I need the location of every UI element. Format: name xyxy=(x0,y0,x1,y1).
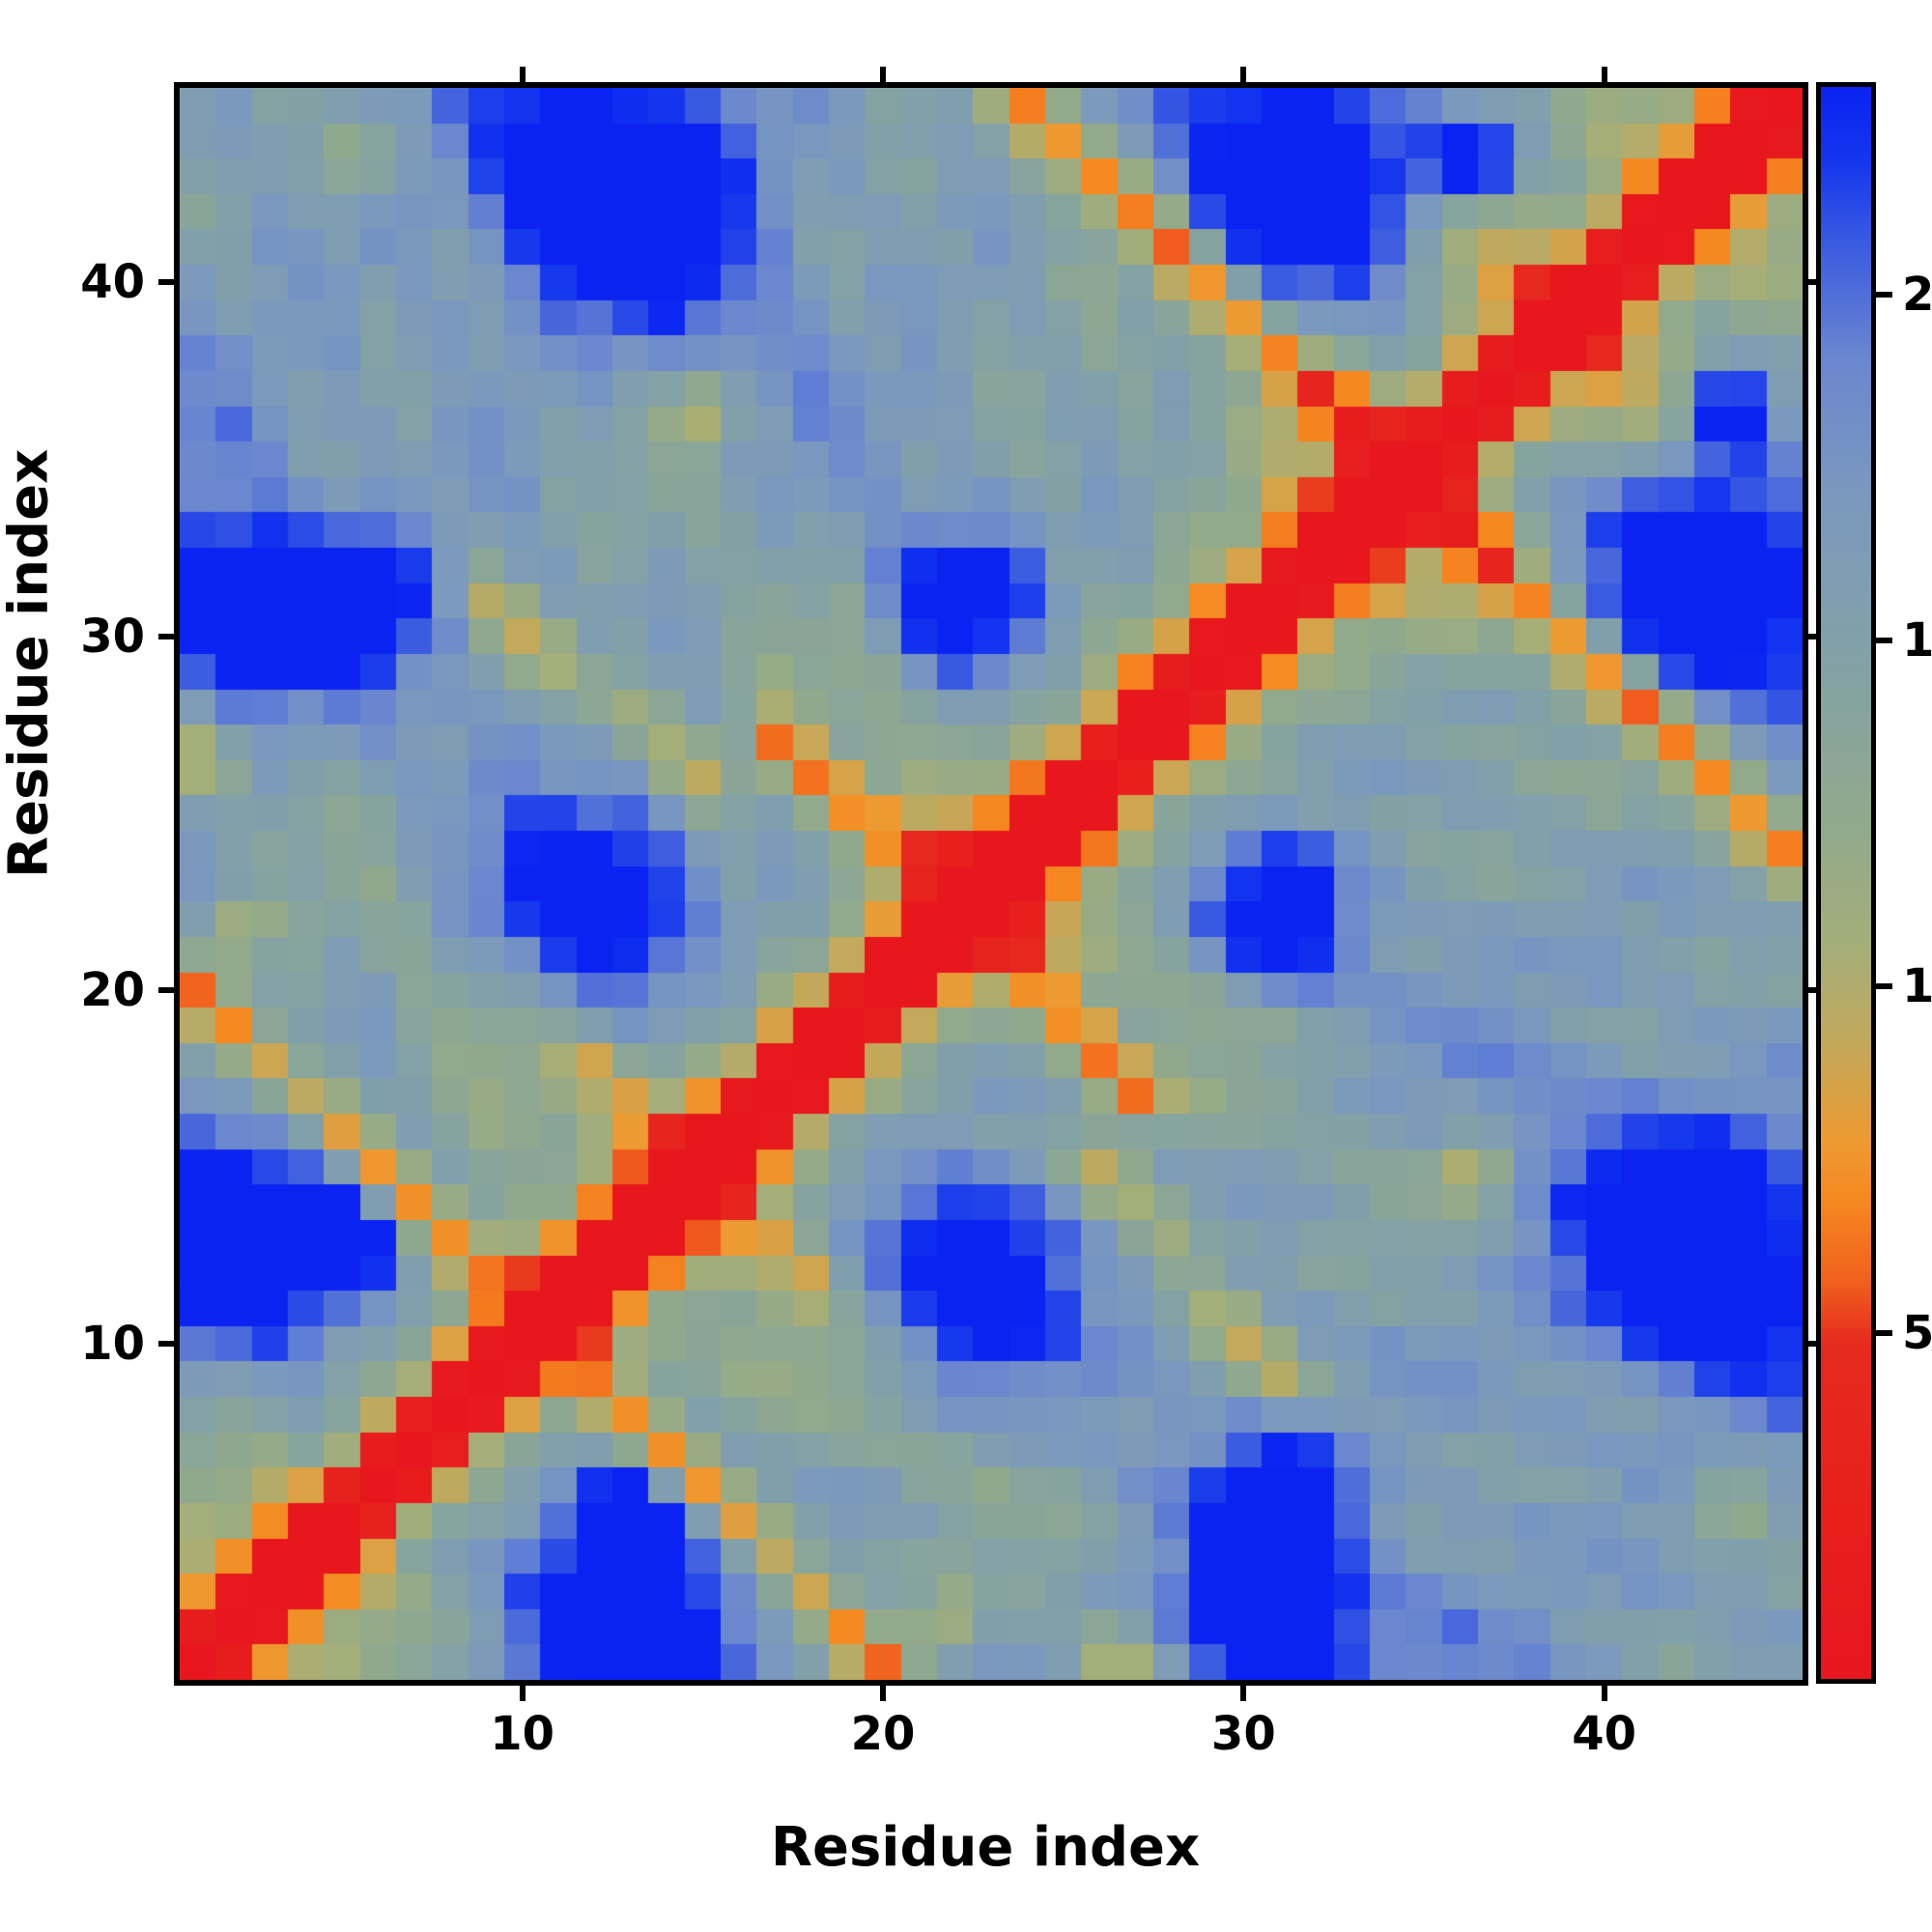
x-tick-mark xyxy=(879,1680,886,1701)
colorbar-canvas xyxy=(1821,87,1871,1679)
heatmap-canvas xyxy=(180,88,1803,1680)
heatmap-panel: 10 20 30 40 10 20 30 40 xyxy=(80,67,1824,1761)
x-tick-label: 30 xyxy=(1210,1707,1276,1761)
colorbar-tick-mark xyxy=(1871,983,1892,990)
x-tick-mark xyxy=(1240,1680,1247,1701)
colorbar-tick-label: 5 xyxy=(1902,1305,1932,1360)
y-tick-mark xyxy=(158,633,180,639)
x-tick-mark-top xyxy=(1240,67,1247,88)
colorbar-tick-label: 20 xyxy=(1902,267,1932,322)
y-tick-mark-right xyxy=(1803,1341,1824,1348)
y-tick-mark xyxy=(158,1341,180,1348)
x-tick-mark-top xyxy=(1601,67,1607,88)
colorbar-tick-mark xyxy=(1871,1329,1892,1336)
y-tick-label: 40 xyxy=(80,255,145,310)
x-tick-mark xyxy=(519,1680,526,1701)
y-tick-mark xyxy=(158,279,180,286)
colorbar-tick-mark xyxy=(1871,638,1892,644)
y-axis-label: Residue index xyxy=(0,448,61,878)
colorbar-tick-mark xyxy=(1871,291,1892,298)
x-tick-mark-top xyxy=(879,67,886,88)
colorbar-panel: 5 10 15 20 xyxy=(1816,82,1932,1684)
y-tick-mark-right xyxy=(1803,986,1824,993)
x-tick-label: 20 xyxy=(850,1707,916,1761)
y-tick-mark-right xyxy=(1803,633,1824,639)
colorbar-tick-label: 15 xyxy=(1902,613,1932,668)
x-axis-label: Residue index xyxy=(770,1816,1201,1879)
colorbar-tick-label: 10 xyxy=(1902,959,1932,1014)
y-tick-label: 20 xyxy=(80,962,145,1017)
y-tick-mark xyxy=(158,986,180,993)
x-tick-mark-top xyxy=(519,67,526,88)
x-tick-label: 10 xyxy=(490,1707,555,1761)
y-tick-label: 30 xyxy=(80,609,145,664)
x-tick-label: 40 xyxy=(1572,1707,1637,1761)
y-tick-mark-right xyxy=(1803,279,1824,286)
x-tick-mark xyxy=(1601,1680,1607,1701)
y-tick-label: 10 xyxy=(80,1317,145,1372)
